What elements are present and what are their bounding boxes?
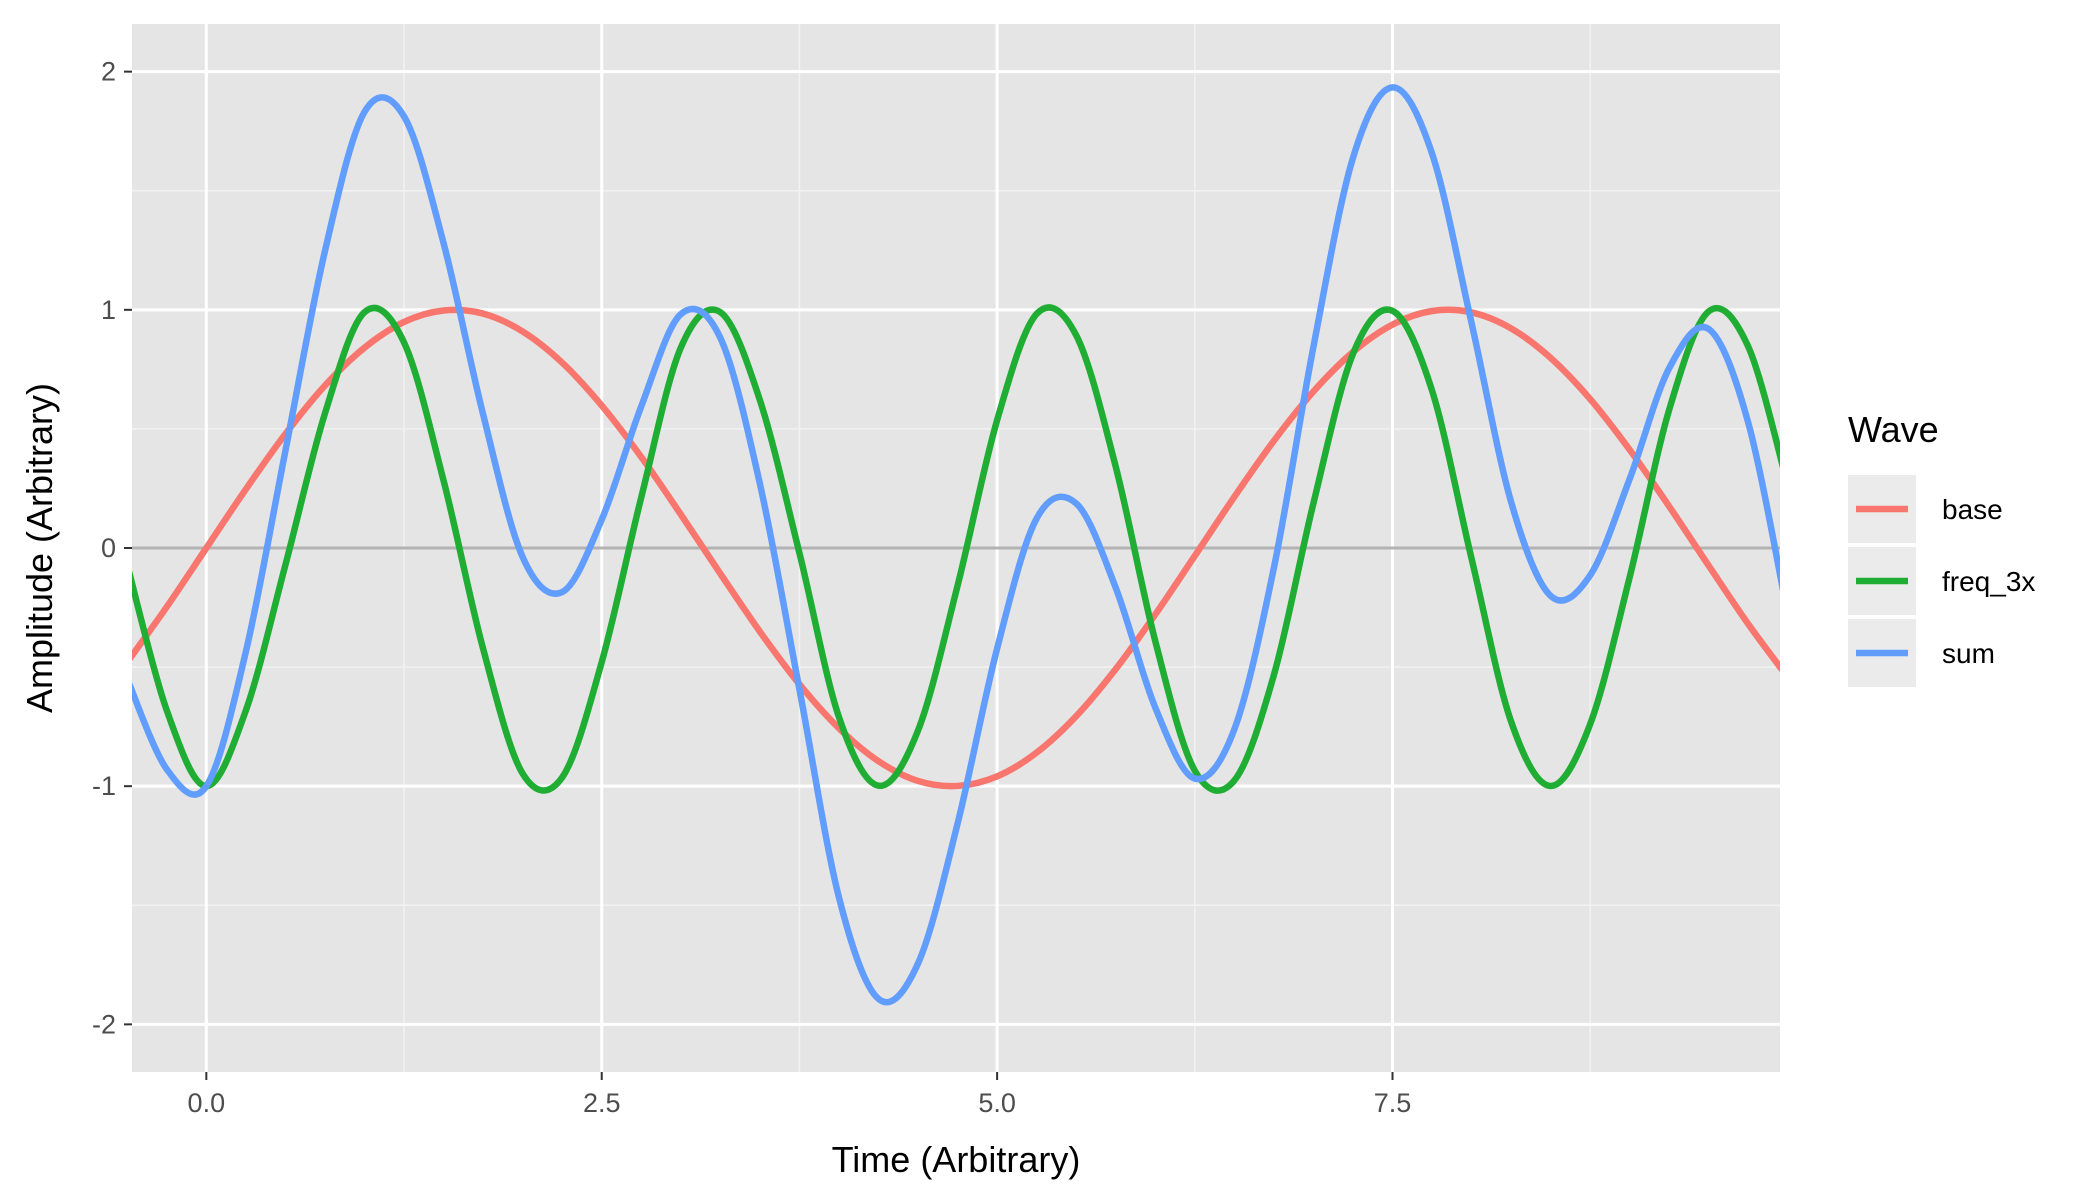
series-line-base (132, 306, 1780, 790)
legend-label-base: base (1942, 494, 2003, 525)
legend-label-freq_3x: freq_3x (1942, 566, 2035, 597)
y-tick-label: -2 (92, 1009, 116, 1039)
y-tick-label: -1 (92, 771, 116, 801)
legend-title: Wave (1848, 409, 1939, 450)
series-lines (132, 84, 1780, 1006)
x-tick-label: 0.0 (188, 1088, 226, 1118)
y-axis: -2 -1 0 1 2 (92, 57, 132, 1039)
x-axis: 0.0 2.5 5.0 7.5 (188, 1072, 1412, 1118)
y-tick-label: 1 (101, 295, 116, 325)
x-axis-title: Time (Arbitrary) (832, 1139, 1081, 1180)
series-line-sum (132, 84, 1780, 1006)
x-tick-label: 2.5 (583, 1088, 621, 1118)
y-tick-label: 2 (101, 57, 116, 87)
x-tick-label: 7.5 (1374, 1088, 1412, 1118)
series-line-freq_3x (132, 304, 1780, 794)
legend-label-sum: sum (1942, 638, 1995, 669)
y-tick-label: 0 (101, 533, 116, 563)
y-axis-title: Amplitude (Arbitrary) (19, 383, 60, 713)
x-tick-label: 5.0 (978, 1088, 1016, 1118)
